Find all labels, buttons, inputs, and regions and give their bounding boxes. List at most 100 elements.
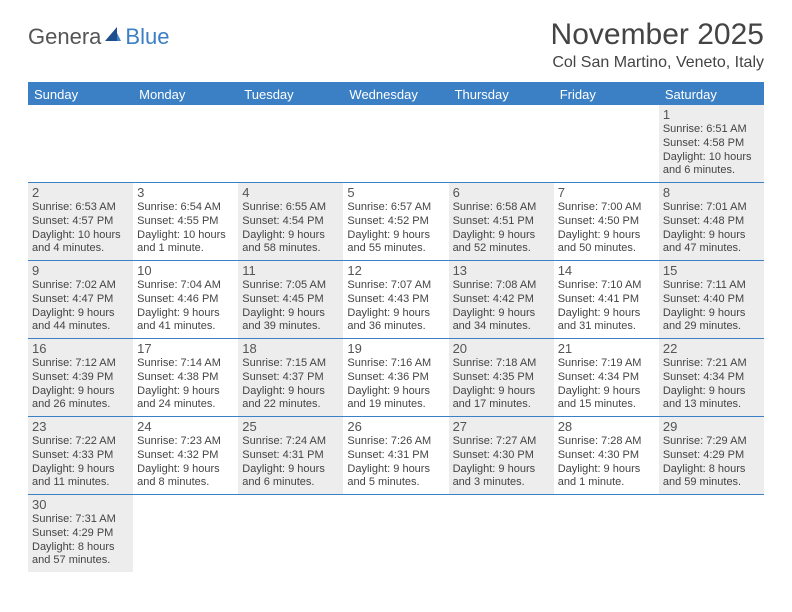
month-title: November 2025 (551, 18, 764, 52)
weekday-label: Tuesday (238, 84, 343, 105)
daylight-text: and 4 minutes. (32, 242, 129, 256)
sunset-text: Sunset: 4:41 PM (558, 293, 655, 307)
calendar-cell (133, 495, 238, 572)
date-number: 28 (558, 419, 655, 434)
sunrise-text: Sunrise: 7:28 AM (558, 435, 655, 449)
daylight-text: Daylight: 9 hours (453, 229, 550, 243)
sunrise-text: Sunrise: 7:04 AM (137, 279, 234, 293)
sunset-text: Sunset: 4:58 PM (663, 137, 760, 151)
date-number: 8 (663, 185, 760, 200)
calendar-cell (28, 105, 133, 182)
calendar-cell: 10Sunrise: 7:04 AMSunset: 4:46 PMDayligh… (133, 261, 238, 338)
sunset-text: Sunset: 4:57 PM (32, 215, 129, 229)
date-number: 1 (663, 107, 760, 122)
date-number: 6 (453, 185, 550, 200)
daylight-text: and 41 minutes. (137, 320, 234, 334)
sunrise-text: Sunrise: 7:15 AM (242, 357, 339, 371)
sunset-text: Sunset: 4:31 PM (242, 449, 339, 463)
sunset-text: Sunset: 4:52 PM (347, 215, 444, 229)
daylight-text: and 22 minutes. (242, 398, 339, 412)
calendar-week: 9Sunrise: 7:02 AMSunset: 4:47 PMDaylight… (28, 261, 764, 339)
daylight-text: and 57 minutes. (32, 554, 129, 568)
daylight-text: Daylight: 10 hours (137, 229, 234, 243)
daylight-text: Daylight: 9 hours (558, 229, 655, 243)
header: Genera Blue November 2025 Col San Martin… (28, 18, 764, 72)
calendar-cell: 9Sunrise: 7:02 AMSunset: 4:47 PMDaylight… (28, 261, 133, 338)
logo-sail-icon (104, 25, 122, 48)
daylight-text: and 8 minutes. (137, 476, 234, 490)
daylight-text: Daylight: 9 hours (242, 229, 339, 243)
date-number: 29 (663, 419, 760, 434)
date-number: 20 (453, 341, 550, 356)
daylight-text: and 39 minutes. (242, 320, 339, 334)
sunrise-text: Sunrise: 6:58 AM (453, 201, 550, 215)
date-number: 11 (242, 263, 339, 278)
calendar-cell: 30Sunrise: 7:31 AMSunset: 4:29 PMDayligh… (28, 495, 133, 572)
calendar-cell (554, 495, 659, 572)
sunset-text: Sunset: 4:30 PM (558, 449, 655, 463)
sunrise-text: Sunrise: 7:05 AM (242, 279, 339, 293)
date-number: 18 (242, 341, 339, 356)
sunrise-text: Sunrise: 7:23 AM (137, 435, 234, 449)
calendar-cell: 22Sunrise: 7:21 AMSunset: 4:34 PMDayligh… (659, 339, 764, 416)
calendar-cell (238, 495, 343, 572)
daylight-text: and 13 minutes. (663, 398, 760, 412)
sunrise-text: Sunrise: 6:54 AM (137, 201, 234, 215)
calendar-week: 2Sunrise: 6:53 AMSunset: 4:57 PMDaylight… (28, 183, 764, 261)
weekday-label: Thursday (449, 84, 554, 105)
calendar-cell: 6Sunrise: 6:58 AMSunset: 4:51 PMDaylight… (449, 183, 554, 260)
date-number: 5 (347, 185, 444, 200)
sunset-text: Sunset: 4:31 PM (347, 449, 444, 463)
calendar-week: 16Sunrise: 7:12 AMSunset: 4:39 PMDayligh… (28, 339, 764, 417)
sunset-text: Sunset: 4:50 PM (558, 215, 655, 229)
weekday-label: Friday (554, 84, 659, 105)
sunset-text: Sunset: 4:40 PM (663, 293, 760, 307)
sunrise-text: Sunrise: 7:27 AM (453, 435, 550, 449)
daylight-text: and 1 minute. (558, 476, 655, 490)
calendar-cell (133, 105, 238, 182)
calendar-cell (343, 105, 448, 182)
sunrise-text: Sunrise: 7:31 AM (32, 513, 129, 527)
date-number: 9 (32, 263, 129, 278)
date-number: 4 (242, 185, 339, 200)
daylight-text: Daylight: 9 hours (242, 307, 339, 321)
date-number: 27 (453, 419, 550, 434)
daylight-text: Daylight: 9 hours (347, 307, 444, 321)
sunset-text: Sunset: 4:39 PM (32, 371, 129, 385)
calendar-cell: 7Sunrise: 7:00 AMSunset: 4:50 PMDaylight… (554, 183, 659, 260)
daylight-text: and 6 minutes. (663, 164, 760, 178)
daylight-text: Daylight: 9 hours (347, 229, 444, 243)
daylight-text: Daylight: 9 hours (242, 385, 339, 399)
location: Col San Martino, Veneto, Italy (551, 54, 764, 72)
sunset-text: Sunset: 4:34 PM (663, 371, 760, 385)
date-number: 25 (242, 419, 339, 434)
calendar-cell (449, 105, 554, 182)
daylight-text: and 26 minutes. (32, 398, 129, 412)
sunset-text: Sunset: 4:47 PM (32, 293, 129, 307)
sunrise-text: Sunrise: 7:22 AM (32, 435, 129, 449)
sunrise-text: Sunrise: 7:01 AM (663, 201, 760, 215)
date-number: 22 (663, 341, 760, 356)
sunrise-text: Sunrise: 6:57 AM (347, 201, 444, 215)
daylight-text: Daylight: 9 hours (558, 463, 655, 477)
daylight-text: Daylight: 9 hours (347, 385, 444, 399)
daylight-text: Daylight: 9 hours (558, 385, 655, 399)
daylight-text: Daylight: 8 hours (32, 541, 129, 555)
daylight-text: and 5 minutes. (347, 476, 444, 490)
calendar-cell: 8Sunrise: 7:01 AMSunset: 4:48 PMDaylight… (659, 183, 764, 260)
calendar-cell: 15Sunrise: 7:11 AMSunset: 4:40 PMDayligh… (659, 261, 764, 338)
calendar-cell: 4Sunrise: 6:55 AMSunset: 4:54 PMDaylight… (238, 183, 343, 260)
daylight-text: and 59 minutes. (663, 476, 760, 490)
sunrise-text: Sunrise: 7:19 AM (558, 357, 655, 371)
calendar-cell: 3Sunrise: 6:54 AMSunset: 4:55 PMDaylight… (133, 183, 238, 260)
daylight-text: and 47 minutes. (663, 242, 760, 256)
sunrise-text: Sunrise: 7:26 AM (347, 435, 444, 449)
sunrise-text: Sunrise: 6:55 AM (242, 201, 339, 215)
sunrise-text: Sunrise: 6:51 AM (663, 123, 760, 137)
calendar-cell: 13Sunrise: 7:08 AMSunset: 4:42 PMDayligh… (449, 261, 554, 338)
daylight-text: and 36 minutes. (347, 320, 444, 334)
calendar-cell: 14Sunrise: 7:10 AMSunset: 4:41 PMDayligh… (554, 261, 659, 338)
daylight-text: Daylight: 9 hours (347, 463, 444, 477)
daylight-text: and 34 minutes. (453, 320, 550, 334)
sunrise-text: Sunrise: 7:18 AM (453, 357, 550, 371)
